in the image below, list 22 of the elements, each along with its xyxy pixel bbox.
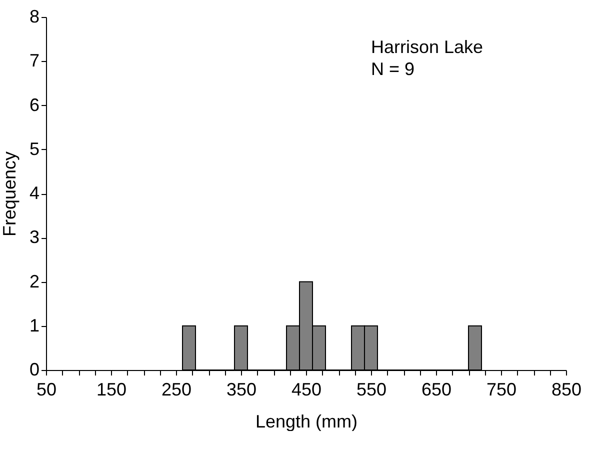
y-tick-label: 0 bbox=[29, 360, 40, 380]
y-tick-label: 6 bbox=[29, 94, 40, 115]
x-tick-label: 150 bbox=[96, 380, 127, 400]
y-axis-title: Frequency bbox=[0, 151, 20, 237]
y-tick-label: 7 bbox=[29, 50, 40, 71]
y-tick-label: 5 bbox=[29, 138, 40, 159]
annotation: Harrison Lake bbox=[371, 37, 484, 57]
x-tick-label: 850 bbox=[551, 380, 582, 400]
x-tick-label: 750 bbox=[486, 380, 517, 400]
y-tick-label: 3 bbox=[29, 227, 40, 248]
x-tick-label: 250 bbox=[161, 380, 192, 400]
y-tick-label: 8 bbox=[29, 6, 40, 26]
annotation: N = 9 bbox=[371, 59, 415, 79]
x-tick-label: 650 bbox=[421, 380, 452, 400]
x-tick-label: 50 bbox=[36, 380, 57, 400]
y-tick-label: 1 bbox=[29, 315, 40, 336]
y-tick-label: 4 bbox=[29, 183, 40, 203]
x-tick-label: 450 bbox=[291, 380, 322, 400]
y-tick-label: 2 bbox=[29, 271, 40, 292]
x-axis-title: Length (mm) bbox=[255, 412, 358, 432]
x-tick-label: 550 bbox=[356, 380, 387, 400]
x-tick-label: 350 bbox=[226, 380, 257, 400]
